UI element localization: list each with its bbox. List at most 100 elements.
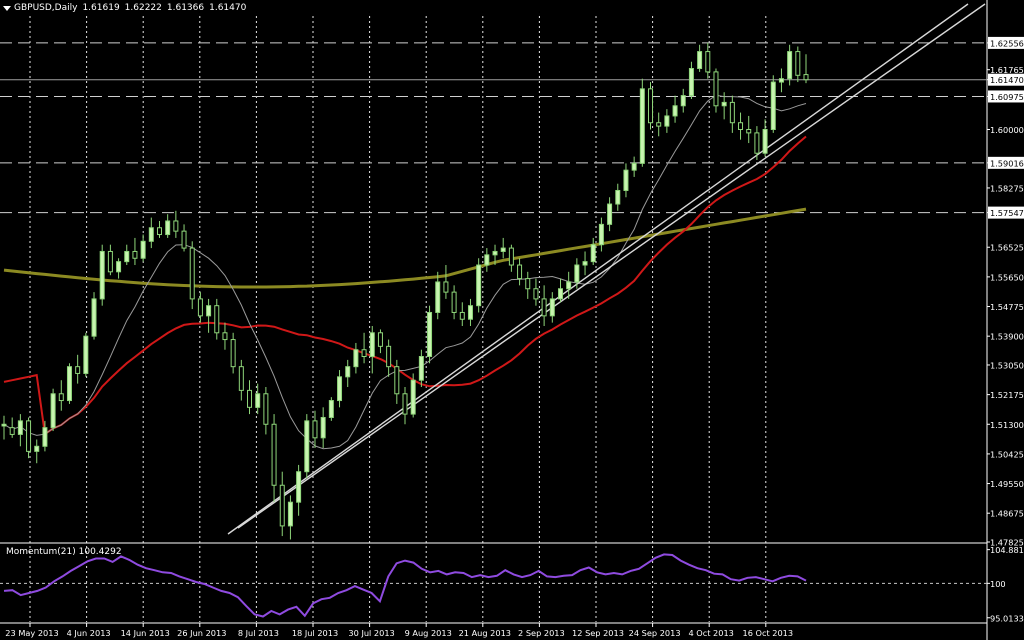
candle-body	[484, 254, 490, 266]
candle	[394, 359, 400, 404]
candle-body	[770, 81, 776, 131]
candle	[337, 370, 343, 408]
candle-body	[206, 305, 212, 317]
chart-symbol-dropdown-icon[interactable]	[3, 6, 11, 11]
candle-body	[688, 68, 694, 97]
price-tick-label: 1.57547	[990, 208, 1024, 218]
candle-body	[615, 189, 621, 205]
candle	[296, 464, 302, 516]
candles	[1, 42, 809, 540]
price-tick-label: 1.61470	[990, 75, 1024, 85]
candle	[566, 271, 572, 299]
candle-body	[304, 420, 310, 473]
candle	[664, 109, 670, 133]
ma-red-line	[3, 135, 807, 436]
price-label-highlight: 1.57547	[987, 206, 1024, 219]
candle	[615, 183, 621, 211]
price-tick-label: 1.48675	[990, 509, 1024, 519]
candle-body	[598, 223, 604, 246]
candle	[607, 197, 613, 232]
candle	[132, 237, 138, 266]
price-label-highlight: 1.59016	[987, 156, 1024, 169]
candle-body	[66, 366, 72, 402]
price-tick-label: 1.47825	[990, 538, 1024, 548]
open-value: 1.61619	[82, 3, 120, 13]
candle-body	[435, 281, 441, 313]
price-tick: 1.48675	[987, 509, 1024, 519]
candle	[75, 354, 81, 384]
price-tick-label: 1.55650	[990, 272, 1024, 282]
candle	[17, 414, 23, 447]
candle-body	[787, 51, 793, 80]
candle	[410, 373, 416, 418]
candle-body	[795, 51, 801, 76]
candle-body	[296, 471, 302, 503]
candle	[648, 82, 654, 130]
momentum-tick-label: 95.0133	[990, 613, 1024, 623]
ma-olive-line	[3, 207, 807, 289]
candle-body	[574, 264, 580, 283]
candle	[206, 298, 212, 333]
candle	[9, 417, 15, 438]
candle	[369, 326, 375, 374]
price-label-highlight: 1.61470	[987, 73, 1024, 86]
candle	[156, 220, 162, 238]
candle	[476, 258, 482, 313]
candle	[557, 278, 563, 303]
price-label-highlight: 1.60975	[987, 90, 1024, 103]
candle-body	[1, 423, 7, 427]
price-tick: 1.56525	[987, 243, 1024, 253]
symbol-label: GBPUSD,Daily	[14, 3, 78, 13]
candle	[377, 329, 383, 354]
candle-body	[189, 247, 195, 300]
candle	[189, 241, 195, 310]
price-tick: 1.47825	[987, 538, 1024, 548]
candle	[484, 248, 490, 272]
price-tick-label: 1.59016	[990, 158, 1024, 168]
candle-body	[247, 389, 253, 408]
candle	[304, 414, 310, 479]
candle	[328, 397, 334, 421]
candle-body	[369, 332, 375, 358]
candle	[492, 244, 498, 266]
candle-body	[58, 393, 64, 402]
candle-body	[631, 162, 637, 171]
candle	[803, 54, 809, 84]
candle-body	[328, 400, 334, 418]
candle	[402, 386, 408, 425]
price-tick-label: 1.56525	[990, 243, 1024, 253]
candle-body	[353, 349, 359, 368]
price-tick: 1.49550	[987, 479, 1024, 489]
trendlines[interactable]	[227, 3, 986, 535]
horizontal-levels[interactable]	[0, 42, 987, 214]
momentum-tick-label: 100	[990, 579, 1006, 589]
candle	[639, 78, 645, 167]
time-tick-label: 23 May 2013	[5, 628, 58, 638]
candle	[672, 95, 678, 123]
candle-body	[566, 281, 572, 290]
candle-body	[132, 250, 138, 259]
candle	[140, 234, 146, 262]
candle	[345, 359, 351, 387]
candle-body	[517, 264, 523, 280]
candle-body	[778, 78, 784, 83]
candle-body	[557, 288, 563, 300]
price-tick-label: 1.50425	[990, 449, 1024, 459]
candle	[148, 217, 154, 249]
price-tick-label: 1.54775	[990, 302, 1024, 312]
price-tick: 1.53900	[987, 332, 1024, 342]
price-tick-label: 1.51300	[990, 420, 1024, 430]
candle-body	[263, 393, 269, 425]
candle-body	[99, 250, 105, 300]
price-tick-label: 1.60975	[990, 92, 1024, 102]
candle	[279, 471, 285, 537]
candle	[214, 298, 220, 340]
candle-body	[83, 335, 89, 374]
price-tick: 1.60000	[987, 125, 1024, 135]
candle-body	[337, 376, 343, 402]
candle	[795, 46, 801, 83]
candle	[762, 119, 768, 157]
candle-body	[394, 366, 400, 395]
candle-body	[107, 250, 113, 273]
